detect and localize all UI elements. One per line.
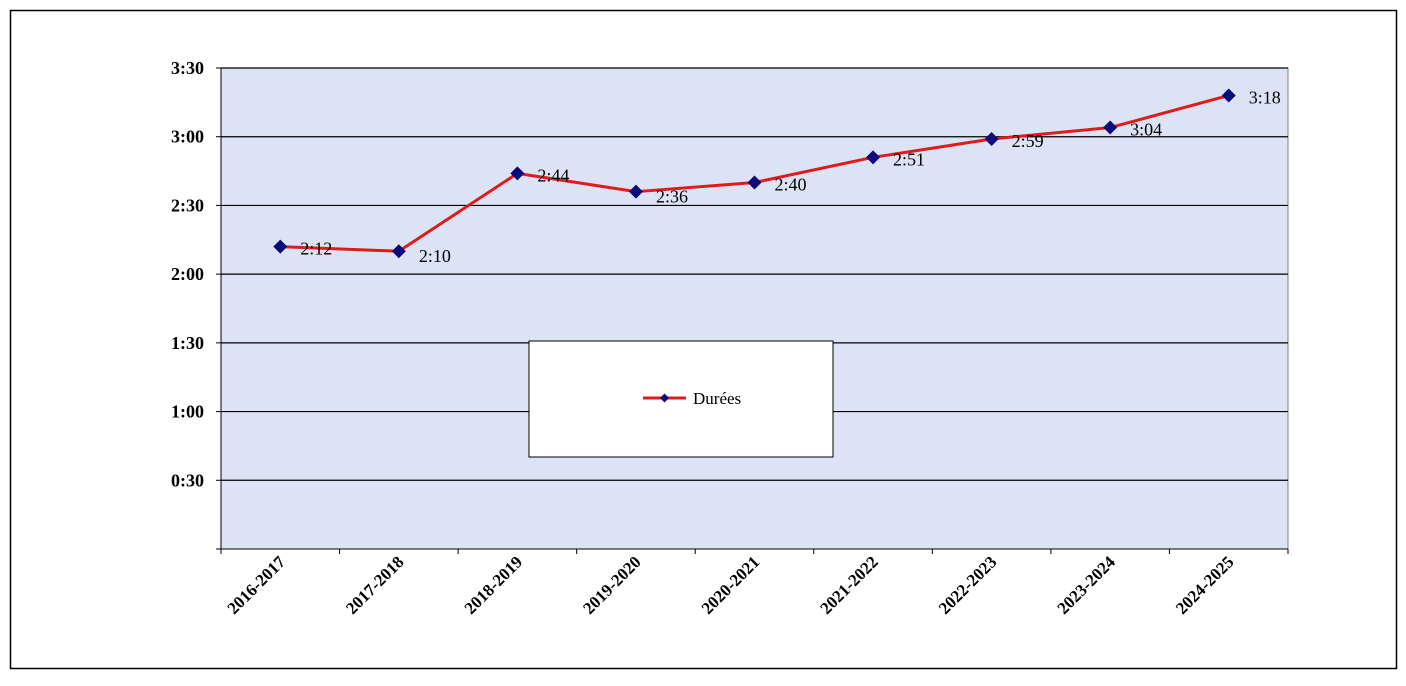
legend-label: Durées — [693, 389, 741, 408]
data-labels: 2:12 2:10 2:44 2:36 2:40 2:51 2:59 3:04 3:18 — [300, 87, 1280, 266]
data-label: 2:59 — [1012, 131, 1044, 151]
data-label: 3:04 — [1130, 120, 1162, 140]
data-point-diamond-icon — [628, 184, 643, 199]
data-label: 2:36 — [656, 187, 688, 207]
y-tick-label: 2:30 — [171, 195, 204, 215]
legend: Durées — [528, 340, 834, 458]
data-label: 2:44 — [537, 165, 569, 185]
y-tick-label: 3:30 — [171, 58, 204, 78]
data-label: 2:12 — [300, 239, 332, 259]
data-label: 2:51 — [893, 149, 925, 169]
data-label: 2:40 — [775, 175, 807, 195]
data-point-diamond-icon — [984, 132, 999, 147]
data-point-diamond-icon — [1221, 88, 1236, 103]
data-point-diamond-icon — [1103, 120, 1118, 135]
y-tick-label: 1:30 — [171, 333, 204, 353]
gridlines — [221, 67, 1288, 481]
y-tick-label: 1:00 — [171, 402, 204, 422]
data-point-diamond-icon — [747, 175, 762, 190]
data-label: 3:18 — [1249, 87, 1281, 107]
data-point-diamond-icon — [510, 166, 525, 181]
plot-area — [220, 67, 1289, 550]
series-durees — [273, 88, 1236, 259]
data-point-diamond-icon — [273, 239, 288, 254]
legend-diamond-icon — [660, 393, 669, 403]
data-point-diamond-icon — [391, 244, 406, 259]
axes — [220, 68, 1288, 550]
y-tick-label: 3:00 — [171, 127, 204, 147]
data-point-diamond-icon — [866, 150, 881, 165]
y-tick-labels: 0:30 1:00 1:30 2:00 2:30 3:00 3:30 — [171, 58, 221, 550]
y-tick-label: 0:30 — [171, 470, 204, 490]
y-tick-label: 2:00 — [171, 264, 204, 284]
data-label: 2:10 — [419, 246, 451, 266]
